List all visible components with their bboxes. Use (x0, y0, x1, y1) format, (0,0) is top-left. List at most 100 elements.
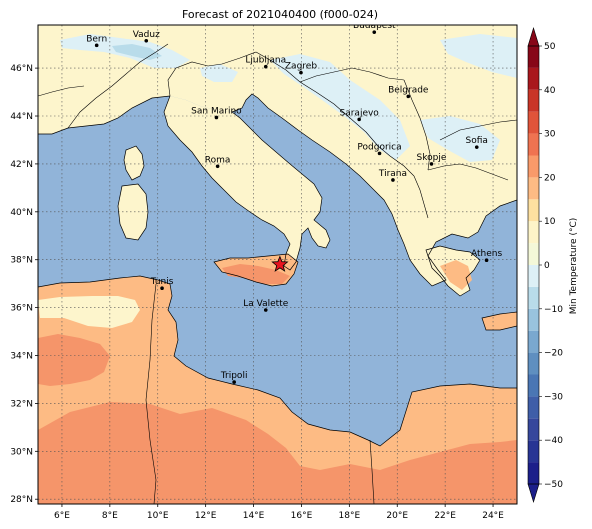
lat-tick-label: 38°N (10, 256, 33, 266)
city-dot (160, 286, 164, 291)
city-label: Belgrade (388, 85, 429, 95)
lat-tick-label: 32°N (10, 399, 33, 409)
city-belgrade: Belgrade (388, 85, 429, 99)
lat-tick-label: 36°N (10, 304, 33, 314)
country-borders (38, 43, 517, 504)
city-dot (263, 308, 268, 312)
lat-tick-label: 46°N (10, 64, 33, 74)
figure-title: Forecast of 2021040400 (f000-024) (182, 8, 378, 21)
lon-tick-label: 14°E (243, 511, 265, 521)
city-la-valette: La Valette (243, 299, 289, 312)
lon-tick-label: 20°E (386, 511, 408, 521)
city-dot (484, 258, 489, 262)
city-skopje: Skopje (417, 153, 447, 166)
colorbar-segment (528, 396, 539, 419)
balkan-cold-area-2 (420, 116, 500, 162)
colorbar-segment (528, 177, 539, 200)
city-san-marino: San Marino (191, 106, 242, 120)
colorbar-segment (528, 352, 539, 375)
lat-tick-label: 30°N (10, 447, 33, 457)
lon-tick-label: 8°E (102, 511, 118, 521)
colorbar-tick-label: −20 (544, 349, 563, 359)
city-tunis: Tunis (150, 277, 174, 291)
city-dot (429, 162, 434, 166)
africa-land-hot-west (38, 334, 110, 386)
crete-island (482, 312, 517, 330)
colorbar-extend-min (527, 483, 540, 504)
colorbar-segment (528, 418, 539, 441)
colorbar-segment (528, 265, 539, 287)
colorbar-tick-label: −40 (544, 436, 563, 446)
city-sarajevo: Sarajevo (340, 108, 380, 122)
lon-tick-label: 6°E (54, 511, 70, 521)
city-athens: Athens (471, 249, 502, 262)
lon-tick-label: 22°E (434, 511, 456, 521)
city-label: Budapest (353, 21, 396, 31)
city-vaduz: Vaduz (133, 30, 160, 43)
lat-tick-label: 42°N (10, 160, 33, 170)
city-label: Podgorica (357, 142, 401, 152)
colorbar-segment (528, 199, 539, 222)
city-dot (215, 164, 220, 169)
colorbar-segment (528, 440, 539, 463)
city-label: Sarajevo (340, 108, 380, 118)
map-frame (37, 24, 518, 505)
city-podgorica: Podgorica (357, 142, 402, 156)
colorbar-label: Min Temperature (°C) (569, 218, 579, 315)
sardinia-island (118, 184, 148, 240)
lat-tick-label: 28°N (10, 495, 33, 505)
colorbar-tick-label: 10 (544, 217, 556, 227)
city-roma: Roma (205, 155, 231, 169)
city-label: Tripoli (220, 371, 248, 381)
city-label: Athens (471, 249, 502, 259)
coastlines (38, 93, 517, 447)
city-label: Tirana (378, 169, 407, 179)
city-dot (94, 43, 99, 48)
colorbar-segment (528, 330, 539, 353)
city-label: Ljubljana (245, 56, 286, 66)
city-dot (372, 30, 377, 34)
city-dot (357, 117, 361, 122)
city-bern: Bern (86, 34, 107, 48)
lat-tick-label: 40°N (10, 208, 33, 218)
sicily-warm-area (222, 264, 290, 284)
map-axes: 6°E 8°E 10°E 12°E 14°E 16°E 18°E 20°E 22°E 24°E 28… (10, 64, 504, 521)
east-alps-cold-area (200, 64, 238, 82)
city-dot (474, 145, 479, 149)
city-tripoli: Tripoli (220, 371, 248, 384)
city-dot (406, 94, 411, 99)
africa-land-cool-patch (38, 296, 140, 328)
city-zagreb: Zagreb (285, 62, 317, 75)
city-budapest: Budapest (353, 21, 396, 34)
city-ljubljana: Ljubljana (245, 56, 286, 69)
colorbar-segment (528, 133, 539, 156)
greece-warm-area (440, 260, 472, 290)
colorbar-segment (528, 374, 539, 397)
lon-tick-label: 16°E (291, 511, 313, 521)
city-label: Skopje (417, 153, 447, 163)
colorbar-segment (528, 308, 539, 331)
city-label: La Valette (243, 299, 288, 309)
city-label: Zagreb (285, 62, 317, 72)
city-tirana: Tirana (378, 169, 407, 182)
lon-tick-label: 12°E (195, 511, 217, 521)
colorbar-tick-label: −10 (544, 305, 563, 315)
colorbar-tick-label: 40 (544, 86, 556, 96)
corsica-island (124, 146, 144, 180)
colorbar-tick-label: −50 (544, 480, 563, 490)
colorbar: −50 −40 −30 −20 −10 0 10 20 30 40 50 (527, 26, 563, 504)
italy-peninsula (164, 96, 330, 270)
northeast-cold-area (440, 34, 517, 78)
city-sofia: Sofia (466, 136, 488, 149)
city-dot (214, 115, 219, 120)
colorbar-segment (528, 46, 539, 68)
colorbar-segment (528, 155, 539, 178)
city-label: Roma (205, 155, 231, 165)
lat-tick-label: 34°N (10, 352, 33, 362)
colorbar-segment (528, 221, 539, 244)
city-dot (377, 151, 382, 156)
colorbar-segment (528, 286, 539, 309)
colorbar-tick-label: 0 (544, 261, 550, 271)
